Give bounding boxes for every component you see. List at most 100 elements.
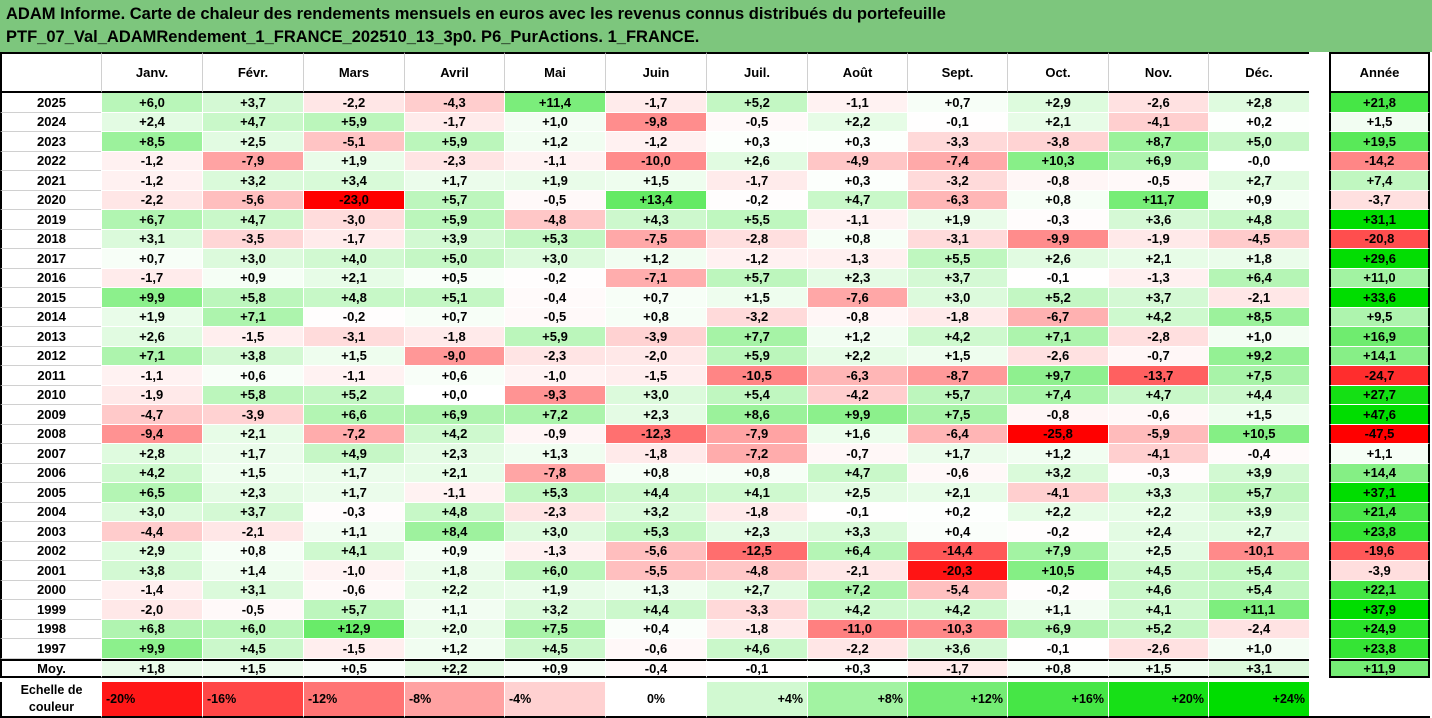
- heat-cell-2001-5: +6,0: [504, 561, 605, 581]
- heat-cell-2013-9: +4,2: [907, 327, 1007, 347]
- heat-cell-2020-9: -6,3: [907, 190, 1007, 210]
- heat-cell-2019-9: +1,9: [907, 210, 1007, 230]
- heat-cell-2012-2: +3,8: [202, 346, 303, 366]
- heat-cell-2015-2: +5,8: [202, 288, 303, 308]
- heat-cell-1997-8: -2,2: [807, 639, 907, 659]
- heat-cell-2021-9: -3,2: [907, 171, 1007, 191]
- heat-cell-2014-3: -0,2: [303, 307, 404, 327]
- heat-cell-2017-10: +2,6: [1007, 249, 1108, 269]
- heat-cell-2003-9: +0,4: [907, 522, 1007, 542]
- heat-cell-2013-11: -2,8: [1108, 327, 1208, 347]
- heat-cell-1999-1: -2,0: [101, 600, 202, 620]
- heat-cell-2010-12: +4,4: [1208, 385, 1309, 405]
- heat-cell-2003-7: +2,3: [706, 522, 807, 542]
- heat-cell-2014-5: -0,5: [504, 307, 605, 327]
- heat-cell-2025-10: +2,9: [1007, 93, 1108, 113]
- row-label-2002: 2002: [0, 541, 101, 561]
- heat-cell-2008-8: +1,6: [807, 424, 907, 444]
- heat-cell-2021-10: -0,8: [1007, 171, 1108, 191]
- heat-cell-2020-4: +5,7: [404, 190, 504, 210]
- scale-swatch-6: 0%: [605, 682, 706, 718]
- heat-cell-2011-1: -1,1: [101, 366, 202, 386]
- heat-cell-2019-11: +3,6: [1108, 210, 1208, 230]
- heat-cell-2008-3: -7,2: [303, 424, 404, 444]
- heat-cell-2008-7: -7,9: [706, 424, 807, 444]
- column-header-3: Mars: [303, 52, 404, 93]
- scale-swatch-2: -16%: [202, 682, 303, 718]
- scale-swatch-11: +20%: [1108, 682, 1208, 718]
- heat-cell-2007-6: -1,8: [605, 444, 706, 464]
- heatmap-table: Janv. Févr. Mars Avril Mai Juin Juil. Août Sept.…: [0, 52, 1432, 718]
- heat-cell-2005-12: +5,7: [1208, 483, 1309, 503]
- heat-cell-2021-4: +1,7: [404, 171, 504, 191]
- heat-cell-2014-12: +8,5: [1208, 307, 1309, 327]
- heat-cell-2024-5: +1,0: [504, 112, 605, 132]
- heat-cell-1997-9: +3,6: [907, 639, 1007, 659]
- heat-cell-2012-3: +1,5: [303, 346, 404, 366]
- heat-cell-2011-11: -13,7: [1108, 366, 1208, 386]
- column-header-4: Avril: [404, 52, 504, 93]
- heat-cell-2024-10: +2,1: [1007, 112, 1108, 132]
- heat-cell-2016-6: -7,1: [605, 268, 706, 288]
- heat-cell-2007-10: +1,2: [1007, 444, 1108, 464]
- heat-cell-2020-12: +0,9: [1208, 190, 1309, 210]
- heat-cell-2016-2: +0,9: [202, 268, 303, 288]
- heat-cell-2015-3: +4,8: [303, 288, 404, 308]
- heat-cell-2011-5: -1,0: [504, 366, 605, 386]
- heat-cell-2004-2: +3,7: [202, 502, 303, 522]
- heat-cell-1997-4: +1,2: [404, 639, 504, 659]
- heat-cell-2009-3: +6,6: [303, 405, 404, 425]
- heat-cell-2015-1: +9,9: [101, 288, 202, 308]
- heat-cell-1999-3: +5,7: [303, 600, 404, 620]
- row-label-2021: 2021: [0, 171, 101, 191]
- heat-cell-2000-2: +3,1: [202, 580, 303, 600]
- heat-cell-2016-8: +2,3: [807, 268, 907, 288]
- heat-cell-2008-2: +2,1: [202, 424, 303, 444]
- heat-cell-2009-4: +6,9: [404, 405, 504, 425]
- heat-cell-2009-5: +7,2: [504, 405, 605, 425]
- heat-cell-1999-8: +4,2: [807, 600, 907, 620]
- heat-cell-2008-10: -25,8: [1007, 424, 1108, 444]
- heat-cell-2001-3: -1,0: [303, 561, 404, 581]
- heat-cell-2007-2: +1,7: [202, 444, 303, 464]
- heat-cell-2018-6: -7,5: [605, 229, 706, 249]
- scale-swatch-8: +8%: [807, 682, 907, 718]
- heat-cell-2007-12: -0,4: [1208, 444, 1309, 464]
- heat-cell-1998-3: +12,9: [303, 619, 404, 639]
- heat-cell-1999-9: +4,2: [907, 600, 1007, 620]
- annual-cell-2003: +23,8: [1329, 522, 1430, 542]
- heat-cell-2023-7: +0,3: [706, 132, 807, 152]
- heat-cell-2015-8: -7,6: [807, 288, 907, 308]
- heat-cell-2004-7: -1,8: [706, 502, 807, 522]
- heat-cell-2005-7: +4,1: [706, 483, 807, 503]
- heat-cell-2000-4: +2,2: [404, 580, 504, 600]
- heat-cell-2022-10: +10,3: [1007, 151, 1108, 171]
- annual-cell-1999: +37,9: [1329, 600, 1430, 620]
- heat-cell-2015-6: +0,7: [605, 288, 706, 308]
- heat-cell-2002-11: +2,5: [1108, 541, 1208, 561]
- heat-cell-2010-10: +7,4: [1007, 385, 1108, 405]
- column-header-5: Mai: [504, 52, 605, 93]
- annual-cell-2024: +1,5: [1329, 112, 1430, 132]
- heat-cell-2025-11: -2,6: [1108, 93, 1208, 113]
- heat-cell-2023-9: -3,3: [907, 132, 1007, 152]
- scale-swatch-4: -8%: [404, 682, 504, 718]
- annual-cell-2023: +19,5: [1329, 132, 1430, 152]
- heat-cell-2021-8: +0,3: [807, 171, 907, 191]
- heat-cell-2014-7: -3,2: [706, 307, 807, 327]
- heat-cell-2016-7: +5,7: [706, 268, 807, 288]
- heat-cell-2005-3: +1,7: [303, 483, 404, 503]
- heat-cell-2001-10: +10,5: [1007, 561, 1108, 581]
- heat-cell-2003-4: +8,4: [404, 522, 504, 542]
- heat-cell-2015-4: +5,1: [404, 288, 504, 308]
- average-cell-8: +0,3: [807, 658, 907, 678]
- heat-cell-2011-8: -6,3: [807, 366, 907, 386]
- heat-cell-2023-1: +8,5: [101, 132, 202, 152]
- scale-label: Echelle de couleur: [0, 682, 101, 718]
- column-header-7: Juil.: [706, 52, 807, 93]
- heat-cell-2003-12: +2,7: [1208, 522, 1309, 542]
- heat-cell-2003-5: +3,0: [504, 522, 605, 542]
- column-header-9: Sept.: [907, 52, 1007, 93]
- heat-cell-2012-12: +9,2: [1208, 346, 1309, 366]
- heat-cell-2010-9: +5,7: [907, 385, 1007, 405]
